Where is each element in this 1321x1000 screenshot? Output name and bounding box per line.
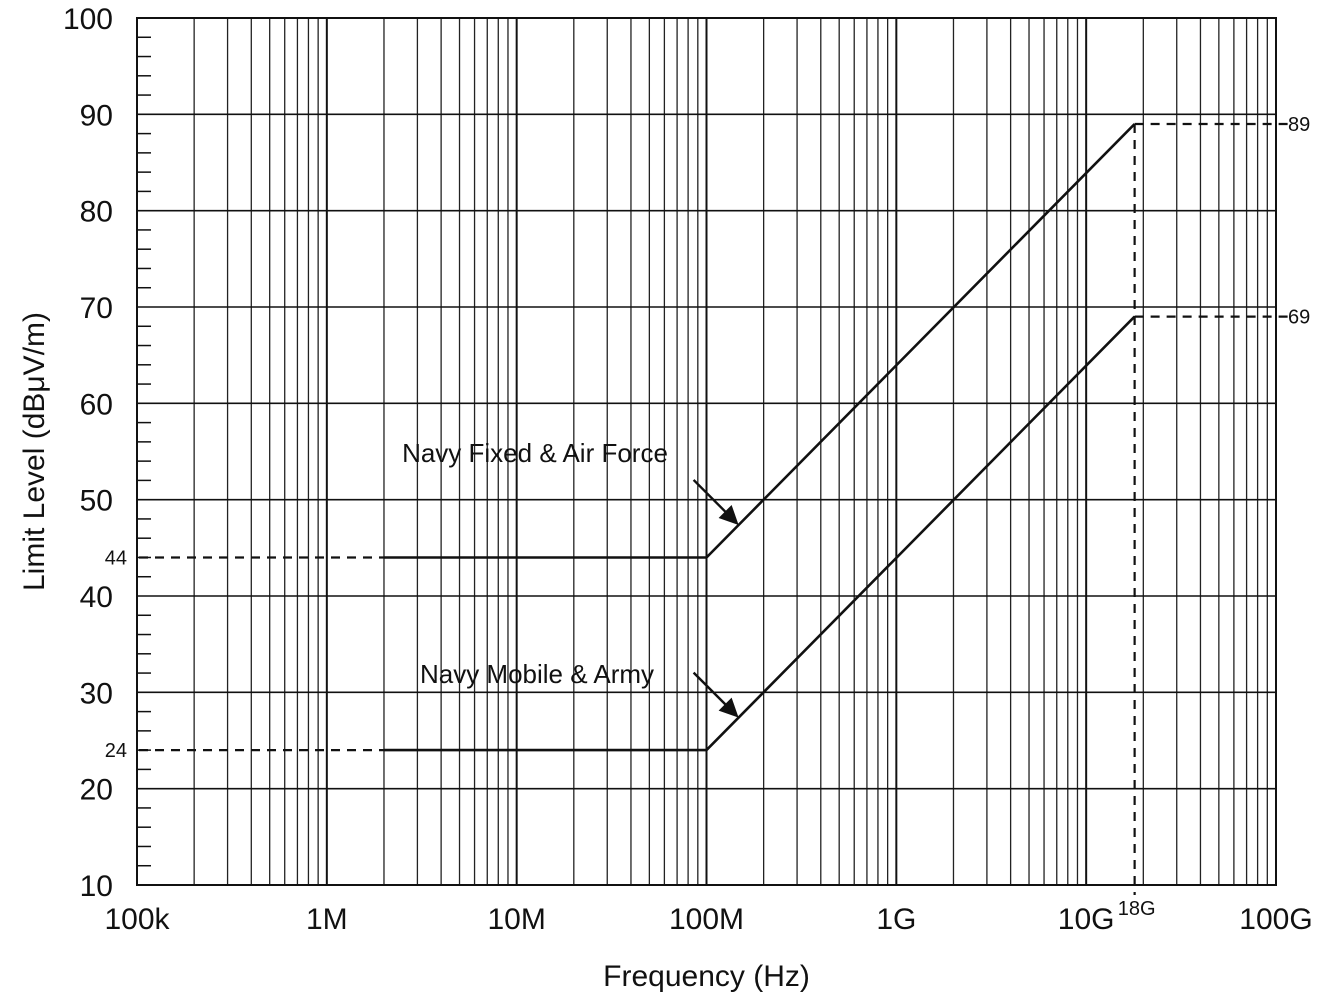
y-minor-ticks [137,36,151,867]
series-annotation-label: Navy Fixed & Air Force [402,438,668,468]
y-tick-label: 90 [80,99,113,132]
y-tick-label: 60 [80,388,113,421]
y-tick-label: 50 [80,485,113,518]
x-tick-label: 100G [1239,903,1312,936]
x-tick-label: 1M [306,903,348,936]
y-tick-label: 40 [80,581,113,614]
y-tick-label: 70 [80,292,113,325]
series-annotation-label: Navy Mobile & Army [420,659,654,689]
left-reference-label: 24 [105,740,127,762]
plot-frame [136,17,1277,886]
x-tick-labels: 100k 1M 10M 100M 1G 10G 100G [104,903,1312,936]
y-tick-label: 100 [63,3,113,36]
right-reference-label: 89 [1288,114,1310,136]
x-tick-label: 10G [1058,903,1115,936]
x-tick-label: 100M [669,903,744,936]
series-line-2 [384,315,1136,752]
series-layer [384,123,1136,752]
y-axis-title: Limit Level (dBμV/m) [18,312,51,591]
y-tick-label: 80 [80,196,113,229]
reference-lines [139,122,1288,895]
series-annotations: Navy Fixed & Air Force Navy Mobile & Army [402,438,739,718]
x-tick-label: 100k [104,903,170,936]
reference-labels: 44 24 89 69 18G [105,114,1311,920]
y-tick-label: 30 [80,677,113,710]
annotation-arrow-head [718,697,739,718]
series-line-1 [384,123,1136,559]
x-tick-label: 10M [487,903,545,936]
x-tick-label: 1G [876,903,916,936]
y-tick-labels: 10 20 30 40 50 60 70 80 90 100 [63,3,113,903]
annotation-arrow-head [718,504,739,525]
y-tick-label: 20 [80,774,113,807]
left-reference-label: 44 [105,547,127,569]
y-tick-label: 10 [80,870,113,903]
frequency-18g-label: 18G [1118,898,1156,920]
x-axis-title: Frequency (Hz) [603,960,810,993]
minor-gridlines [193,18,1268,885]
right-reference-label: 69 [1288,307,1310,329]
